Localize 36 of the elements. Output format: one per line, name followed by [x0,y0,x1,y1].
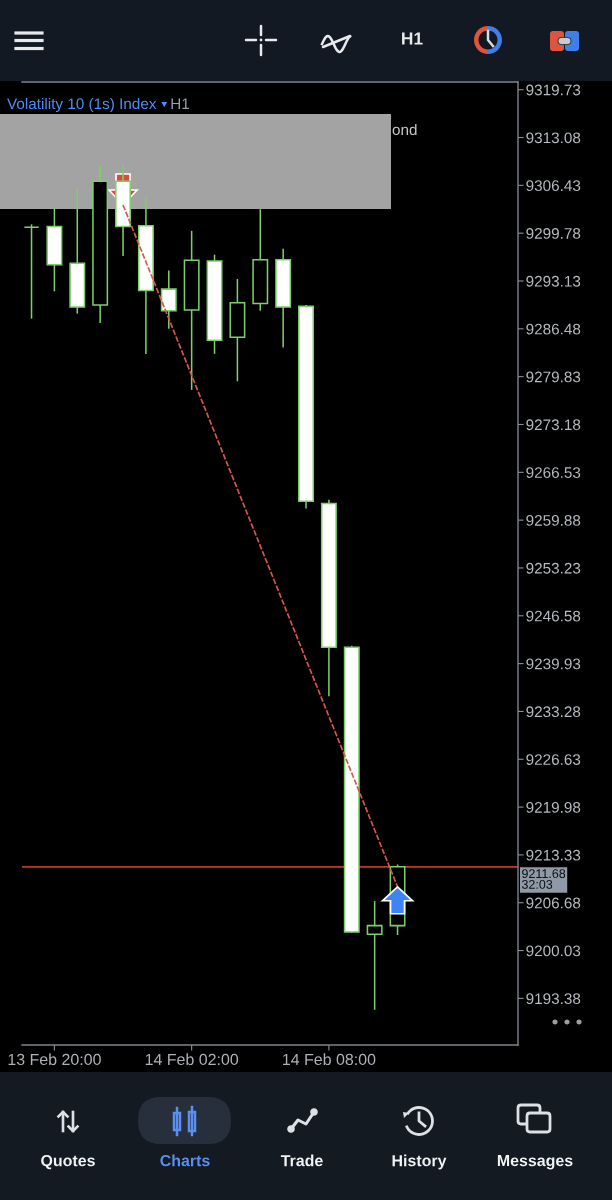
text: Quotes [41,1154,95,1170]
annotation: ond [392,123,417,136]
y-tick-label: 9293.13 [526,275,581,287]
text: Trade [280,1154,323,1167]
y-tick-label: 9233.28 [526,706,581,718]
y-tick-label: 9279.83 [526,371,581,383]
y-tick-label: 9259.88 [526,515,581,526]
y-tick-label: 9266.53 [526,467,581,478]
x-tick-label: 14 Feb 08:00 [283,1053,376,1066]
annotation: H1 [171,98,190,109]
x-tick-label: 14 Feb 02:00 [145,1053,239,1066]
y-tick-label: 9306.43 [526,180,581,192]
y-tick-label: 9239.93 [526,658,581,670]
text: Volatility 10 (1s) Index [7,97,157,113]
y-tick-label: 9200.03 [526,945,581,957]
candlestick [160,270,177,329]
candlestick [366,901,383,1010]
y-tick-label: 9273.18 [526,419,581,431]
candlestick [23,224,40,319]
text: History [392,1154,447,1170]
y-tick-label: 9286.48 [526,323,581,335]
y-tick-label: 9246.58 [526,610,581,622]
x-tick-label: 13 Feb 20:00 [8,1053,101,1066]
y-tick-label: 9226.63 [526,754,581,765]
y-tick-label: 9319.73 [526,84,581,96]
y-tick-label: 9206.68 [526,897,581,909]
text: Charts [160,1154,210,1167]
text: Messages [497,1155,573,1170]
y-tick-label: 9299.78 [526,228,581,239]
y-tick-label: 9213.33 [526,849,581,861]
y-tick-label: 9313.08 [526,132,581,144]
text: H1 [402,32,423,45]
y-tick-label: 9219.98 [526,801,581,813]
y-tick-label: 9193.38 [526,993,581,1005]
ref-line-label: 9211.68 32:03 [521,869,566,889]
y-tick-label: 9253.23 [526,562,581,574]
